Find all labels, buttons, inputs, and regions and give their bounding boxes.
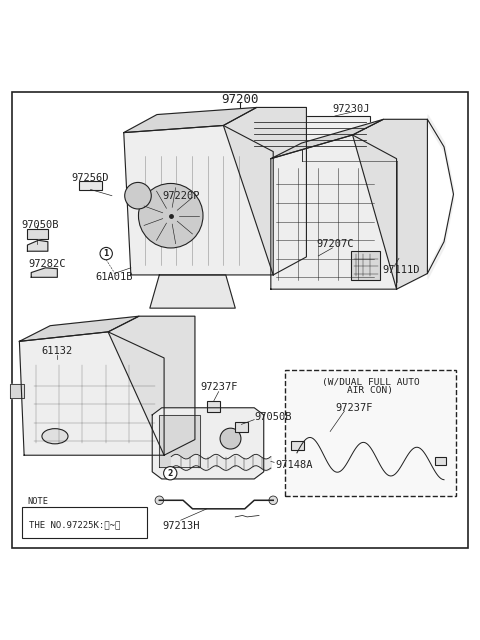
- Text: AIR CON): AIR CON): [348, 386, 394, 395]
- Ellipse shape: [42, 429, 68, 444]
- Text: 61A01B: 61A01B: [96, 272, 133, 282]
- FancyBboxPatch shape: [235, 422, 248, 433]
- Polygon shape: [10, 384, 24, 398]
- Circle shape: [155, 496, 164, 504]
- Text: 97050B: 97050B: [254, 412, 292, 422]
- Circle shape: [164, 467, 177, 480]
- Polygon shape: [19, 316, 139, 341]
- Polygon shape: [27, 240, 48, 252]
- Text: 97050B: 97050B: [22, 220, 59, 230]
- Text: 97282C: 97282C: [29, 259, 66, 269]
- Circle shape: [138, 184, 203, 248]
- Polygon shape: [124, 108, 257, 132]
- FancyBboxPatch shape: [351, 252, 380, 280]
- Text: THE NO.97225K:①~②: THE NO.97225K:①~②: [29, 521, 120, 530]
- Polygon shape: [150, 275, 235, 308]
- Text: 97200: 97200: [221, 93, 259, 106]
- Text: 97207C: 97207C: [316, 239, 354, 249]
- Polygon shape: [19, 332, 164, 455]
- FancyBboxPatch shape: [250, 116, 371, 152]
- Text: 97256D: 97256D: [72, 173, 109, 182]
- Text: 97237F: 97237F: [335, 403, 372, 413]
- FancyBboxPatch shape: [26, 229, 48, 239]
- Polygon shape: [108, 316, 195, 455]
- Text: NOTE: NOTE: [27, 497, 48, 506]
- FancyBboxPatch shape: [291, 441, 304, 451]
- FancyBboxPatch shape: [79, 181, 102, 189]
- Text: (W/DUAL FULL AUTO: (W/DUAL FULL AUTO: [322, 378, 420, 387]
- Polygon shape: [271, 135, 396, 289]
- Text: 97213H: 97213H: [162, 522, 200, 531]
- Circle shape: [269, 496, 277, 504]
- Circle shape: [220, 428, 241, 449]
- Text: 97220P: 97220P: [162, 191, 200, 201]
- Text: 97230J: 97230J: [333, 104, 370, 114]
- FancyBboxPatch shape: [207, 401, 220, 412]
- Polygon shape: [223, 108, 306, 275]
- Polygon shape: [353, 119, 427, 289]
- Polygon shape: [31, 268, 57, 277]
- Text: 61132: 61132: [42, 346, 73, 356]
- Text: 97237F: 97237F: [200, 382, 238, 392]
- Text: 1: 1: [104, 249, 109, 258]
- Circle shape: [100, 248, 112, 260]
- Polygon shape: [159, 415, 200, 467]
- Text: 2: 2: [168, 468, 173, 477]
- Circle shape: [125, 182, 151, 209]
- Polygon shape: [152, 408, 264, 479]
- Text: 97111D: 97111D: [383, 265, 420, 275]
- Polygon shape: [124, 125, 273, 275]
- Polygon shape: [271, 119, 384, 159]
- Text: 97148A: 97148A: [276, 460, 313, 470]
- FancyBboxPatch shape: [22, 508, 147, 538]
- FancyBboxPatch shape: [285, 370, 456, 495]
- FancyBboxPatch shape: [435, 457, 446, 465]
